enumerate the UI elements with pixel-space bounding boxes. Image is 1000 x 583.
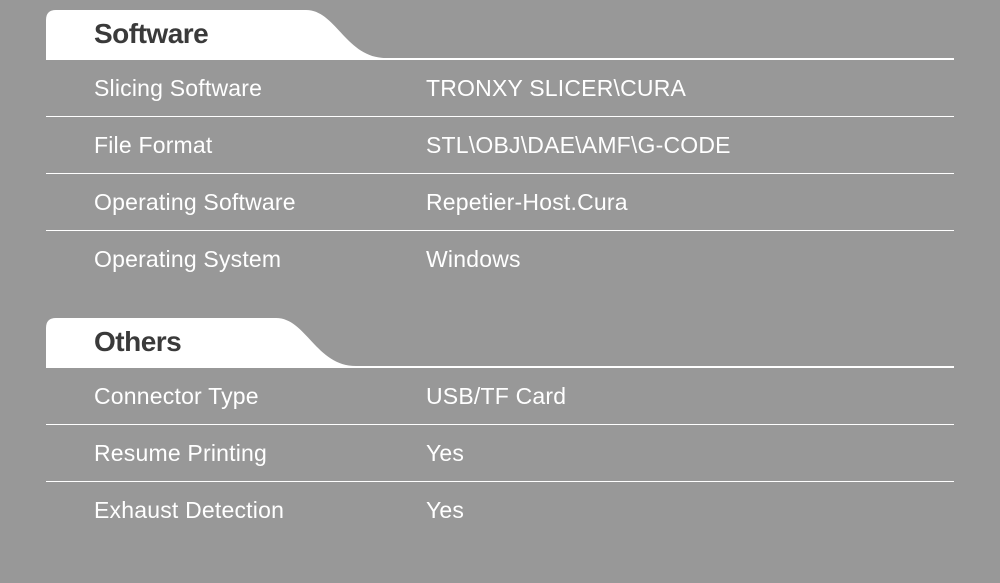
spec-label: Resume Printing: [94, 440, 426, 467]
spec-value: Yes: [426, 497, 464, 524]
spec-value: Yes: [426, 440, 464, 467]
table-row: Exhaust Detection Yes: [46, 482, 954, 539]
spec-label: File Format: [94, 132, 426, 159]
spec-label: Operating System: [94, 246, 426, 273]
spec-value: Repetier-Host.Cura: [426, 189, 628, 216]
table-row: Slicing Software TRONXY SLICER\CURA: [46, 60, 954, 117]
spec-value: STL\OBJ\DAE\AMF\G-CODE: [426, 132, 731, 159]
table-row: Resume Printing Yes: [46, 425, 954, 482]
section-title-others: Others: [94, 326, 181, 358]
spec-label: Connector Type: [94, 383, 426, 410]
table-row: Connector Type USB/TF Card: [46, 368, 954, 425]
tab-others: Others: [46, 318, 954, 366]
tab-software: Software: [46, 10, 954, 58]
spec-label: Slicing Software: [94, 75, 426, 102]
section-others: Others Connector Type USB/TF Card Resume…: [46, 318, 954, 539]
spec-value: Windows: [426, 246, 521, 273]
spec-value: TRONXY SLICER\CURA: [426, 75, 686, 102]
spec-label: Exhaust Detection: [94, 497, 426, 524]
table-row: Operating Software Repetier-Host.Cura: [46, 174, 954, 231]
table-row: File Format STL\OBJ\DAE\AMF\G-CODE: [46, 117, 954, 174]
section-title-software: Software: [94, 18, 208, 50]
table-row: Operating System Windows: [46, 231, 954, 288]
spec-value: USB/TF Card: [426, 383, 566, 410]
section-software: Software Slicing Software TRONXY SLICER\…: [46, 10, 954, 288]
spec-label: Operating Software: [94, 189, 426, 216]
